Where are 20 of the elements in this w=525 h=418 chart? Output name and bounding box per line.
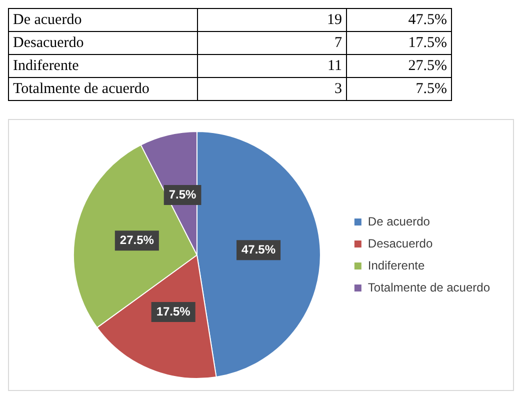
legend-label: Totalmente de acuerdo xyxy=(368,280,490,294)
data-label: 7 xyxy=(198,32,346,54)
category-label: Totalmente de acuerdo xyxy=(8,78,198,100)
category-label: De acuerdo xyxy=(8,8,198,32)
text: 47.5% xyxy=(408,12,447,28)
data-label: 47.5% xyxy=(242,242,276,256)
data-label: 11 xyxy=(198,54,346,78)
data-label: 27.5% xyxy=(120,232,154,247)
legend-label: Desacuerdo xyxy=(368,236,433,250)
legend-label: De acuerdo xyxy=(368,214,430,228)
legend-label: Indiferente xyxy=(368,258,425,272)
text: 7.5% xyxy=(416,80,447,96)
text: 17.5% xyxy=(408,34,447,50)
data-label: 17.5% xyxy=(156,304,191,318)
category-label: Indiferente xyxy=(8,54,198,78)
category-label: Desacuerdo xyxy=(8,32,198,54)
text: 27.5% xyxy=(408,58,447,74)
data-label: 19 xyxy=(198,8,346,32)
data-label: 3 xyxy=(198,78,346,100)
data-label: 7.5% xyxy=(168,187,197,202)
